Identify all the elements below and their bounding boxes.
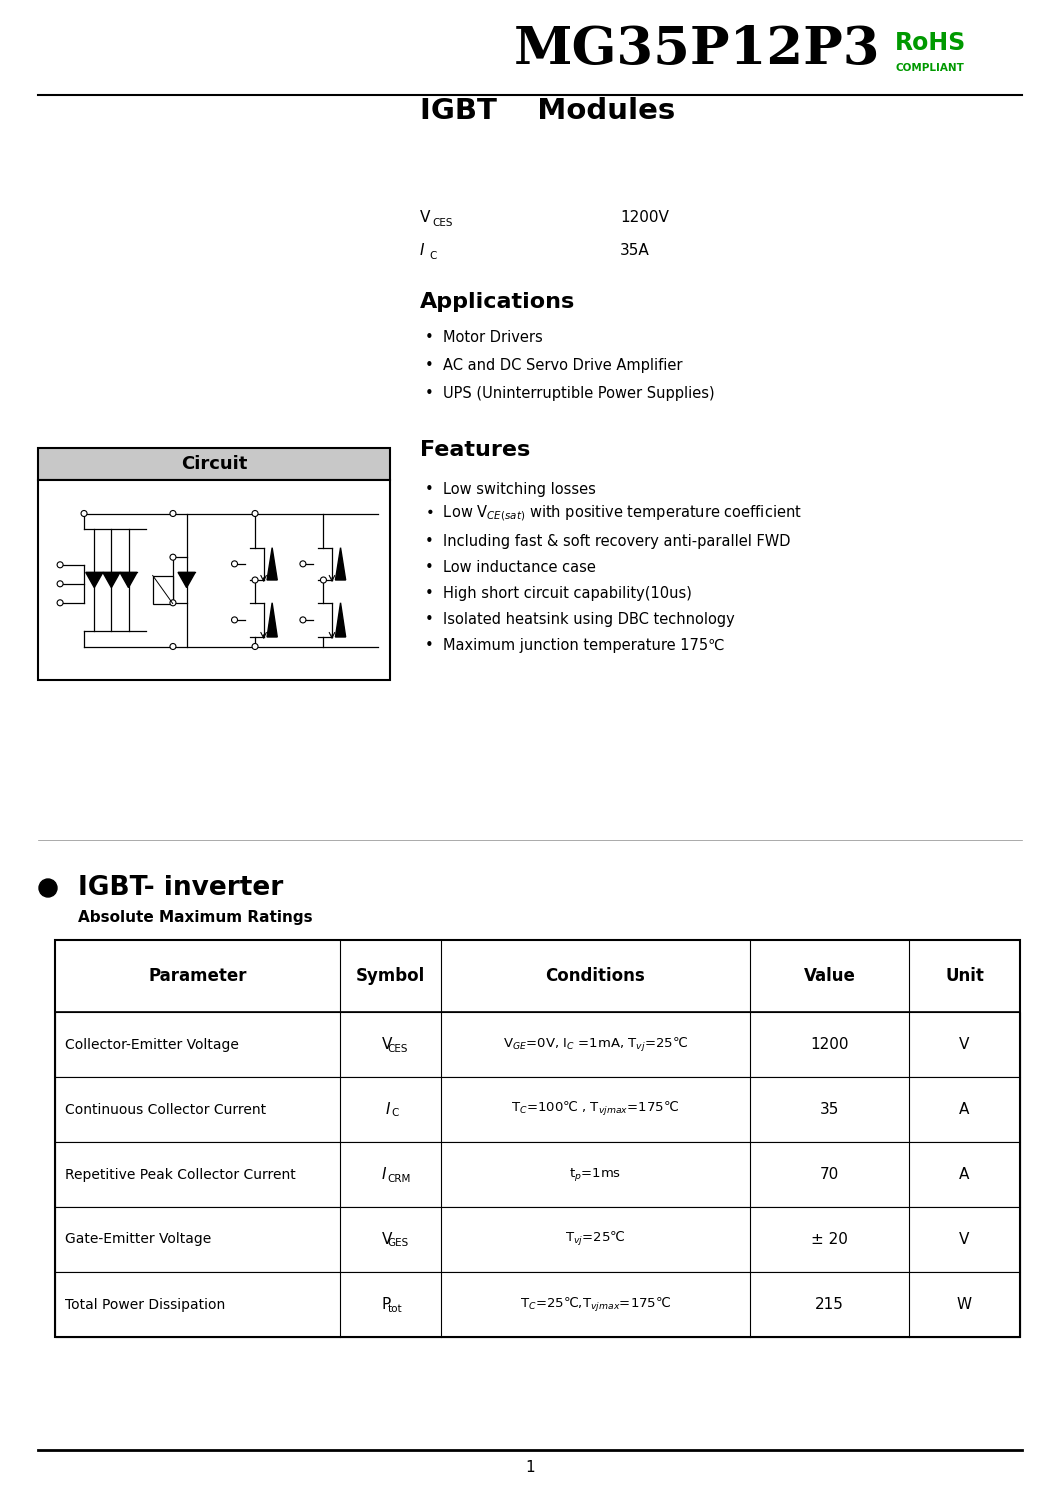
Circle shape <box>300 617 306 623</box>
Circle shape <box>57 599 64 605</box>
Circle shape <box>170 599 176 605</box>
Text: T$_C$=25℃,T$_{vjmax}$=175℃: T$_C$=25℃,T$_{vjmax}$=175℃ <box>519 1296 671 1314</box>
Text: COMPLIANT: COMPLIANT <box>895 63 964 73</box>
Text: 70: 70 <box>819 1167 840 1182</box>
Circle shape <box>252 511 258 517</box>
Text: •  Maximum junction temperature 175℃: • Maximum junction temperature 175℃ <box>425 638 724 653</box>
Text: I: I <box>386 1103 390 1118</box>
Text: 35: 35 <box>819 1103 840 1118</box>
Circle shape <box>231 560 237 566</box>
Circle shape <box>57 562 64 568</box>
Bar <box>55 1141 1020 1207</box>
Text: A: A <box>959 1103 970 1118</box>
Bar <box>153 575 173 604</box>
Bar <box>38 448 390 479</box>
Bar <box>55 941 1020 1013</box>
Text: W: W <box>957 1297 972 1312</box>
Text: P: P <box>382 1297 391 1312</box>
Bar <box>38 479 390 680</box>
Text: Conditions: Conditions <box>546 968 646 986</box>
Text: Parameter: Parameter <box>148 968 247 986</box>
Text: Features: Features <box>420 440 530 460</box>
Text: 35A: 35A <box>620 243 650 258</box>
Polygon shape <box>178 572 195 587</box>
Text: CRM: CRM <box>388 1173 411 1183</box>
Circle shape <box>252 644 258 650</box>
Text: Unit: Unit <box>946 968 984 986</box>
Text: CES: CES <box>388 1044 408 1053</box>
Text: •  Isolated heatsink using DBC technology: • Isolated heatsink using DBC technology <box>425 613 735 628</box>
Text: V: V <box>382 1037 392 1052</box>
Polygon shape <box>267 548 278 580</box>
Bar <box>55 1272 1020 1338</box>
Text: •  Low switching losses: • Low switching losses <box>425 482 596 497</box>
Circle shape <box>170 644 176 650</box>
Circle shape <box>252 577 258 583</box>
Text: Continuous Collector Current: Continuous Collector Current <box>65 1103 266 1116</box>
Text: V: V <box>382 1231 392 1246</box>
Text: •  UPS (Uninterruptible Power Supplies): • UPS (Uninterruptible Power Supplies) <box>425 386 714 401</box>
Text: Symbol: Symbol <box>356 968 425 986</box>
Text: •  AC and DC Servo Drive Amplifier: • AC and DC Servo Drive Amplifier <box>425 358 683 373</box>
Text: 1200: 1200 <box>810 1037 849 1052</box>
Text: V: V <box>959 1231 970 1246</box>
Circle shape <box>231 617 237 623</box>
Text: T$_C$=100℃ , T$_{vjmax}$=175℃: T$_C$=100℃ , T$_{vjmax}$=175℃ <box>511 1101 679 1119</box>
Text: I: I <box>382 1167 386 1182</box>
Bar <box>55 1077 1020 1141</box>
Text: V: V <box>420 210 430 225</box>
Polygon shape <box>103 572 120 587</box>
Text: V: V <box>959 1037 970 1052</box>
Text: Gate-Emitter Voltage: Gate-Emitter Voltage <box>65 1233 211 1246</box>
Text: A: A <box>959 1167 970 1182</box>
Text: IGBT    Modules: IGBT Modules <box>420 97 675 124</box>
Text: C: C <box>391 1109 399 1119</box>
Text: Repetitive Peak Collector Current: Repetitive Peak Collector Current <box>65 1167 296 1182</box>
Text: V$_{GE}$=0V, I$_C$ =1mA, T$_{vj}$=25℃: V$_{GE}$=0V, I$_C$ =1mA, T$_{vj}$=25℃ <box>502 1035 688 1053</box>
Text: •  Motor Drivers: • Motor Drivers <box>425 330 543 345</box>
Text: t$_p$=1ms: t$_p$=1ms <box>569 1165 621 1183</box>
Circle shape <box>170 554 176 560</box>
Text: Circuit: Circuit <box>181 455 247 473</box>
Text: T$_{vj}$=25℃: T$_{vj}$=25℃ <box>565 1230 625 1248</box>
Circle shape <box>81 511 87 517</box>
Text: C: C <box>429 252 437 261</box>
Text: GES: GES <box>388 1239 409 1248</box>
Text: 1: 1 <box>525 1461 535 1476</box>
Text: 1200V: 1200V <box>620 210 669 225</box>
Text: •  Low V$_{CE(sat)}$ with positive temperature coefficient: • Low V$_{CE(sat)}$ with positive temper… <box>425 503 801 523</box>
Text: Collector-Emitter Voltage: Collector-Emitter Voltage <box>65 1038 238 1052</box>
Text: tot: tot <box>388 1303 403 1314</box>
Polygon shape <box>120 572 137 587</box>
Text: I: I <box>420 243 424 258</box>
Text: Absolute Maximum Ratings: Absolute Maximum Ratings <box>78 909 313 924</box>
Text: Applications: Applications <box>420 292 576 312</box>
Polygon shape <box>335 548 346 580</box>
Text: MG35P12P3: MG35P12P3 <box>513 24 880 75</box>
Bar <box>55 941 1020 1338</box>
Circle shape <box>320 577 326 583</box>
Text: ± 20: ± 20 <box>811 1231 848 1246</box>
Text: •  High short circuit capability(10us): • High short circuit capability(10us) <box>425 586 692 601</box>
Text: •  Including fast & soft recovery anti-parallel FWD: • Including fast & soft recovery anti-pa… <box>425 533 791 548</box>
Polygon shape <box>335 602 346 637</box>
Circle shape <box>170 511 176 517</box>
Circle shape <box>57 581 64 587</box>
Circle shape <box>39 879 57 897</box>
Circle shape <box>300 560 306 566</box>
Text: Total Power Dissipation: Total Power Dissipation <box>65 1297 225 1312</box>
Polygon shape <box>267 602 278 637</box>
Text: •  Low inductance case: • Low inductance case <box>425 560 596 575</box>
Text: Value: Value <box>803 968 855 986</box>
Bar <box>55 1207 1020 1272</box>
Text: RoHS: RoHS <box>895 31 967 55</box>
Polygon shape <box>86 572 103 587</box>
Text: CES: CES <box>432 219 453 228</box>
Text: IGBT- inverter: IGBT- inverter <box>78 875 283 900</box>
Bar <box>55 1013 1020 1077</box>
Text: 215: 215 <box>815 1297 844 1312</box>
